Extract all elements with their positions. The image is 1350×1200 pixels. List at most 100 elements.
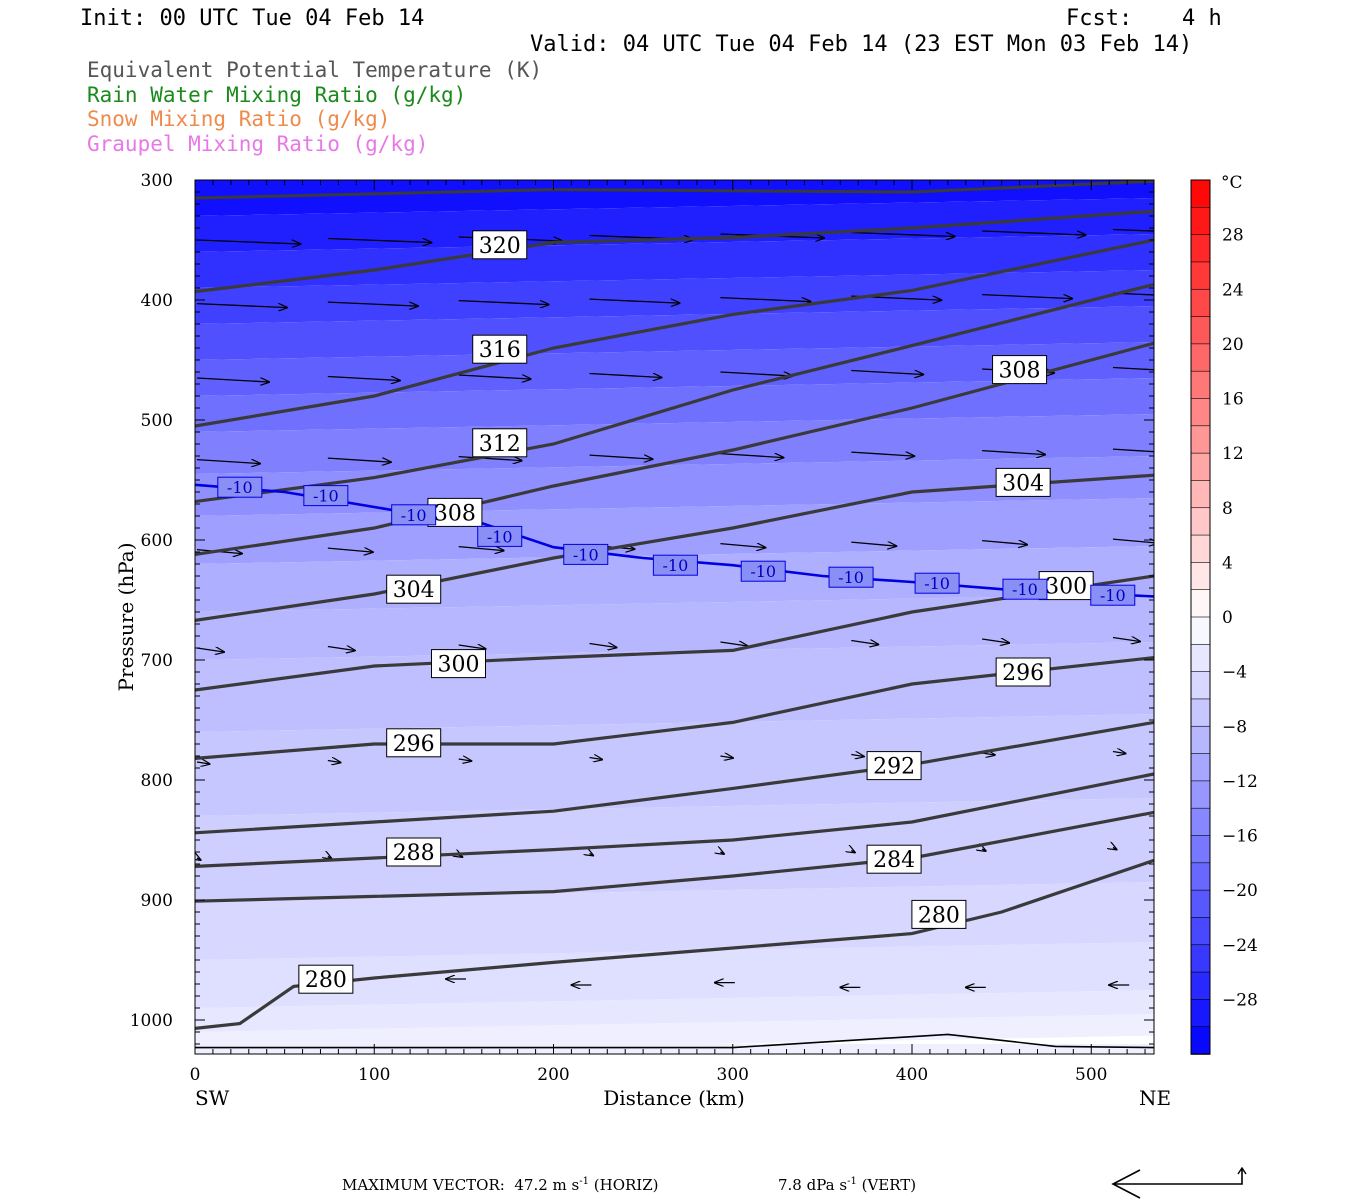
wind-vector [982, 541, 1027, 545]
y-tick-label: 600 [141, 531, 173, 551]
theta-e-label: 300 [1045, 575, 1087, 600]
theta-e-label: 316 [479, 338, 521, 363]
isotherm-label: -10 [750, 562, 776, 581]
theta-e-label: 296 [1002, 661, 1044, 686]
isotherm-label: -10 [401, 506, 427, 525]
wind-vector [720, 371, 792, 376]
theta-e-label-box [1038, 571, 1094, 601]
wind-vector [590, 854, 594, 856]
theta-e-label-box [386, 574, 442, 604]
theta-e-label-box [866, 844, 922, 874]
wind-vector [327, 548, 373, 552]
wind-vector [197, 858, 201, 860]
wind-vector [327, 375, 400, 381]
theta-e-label-box [472, 334, 528, 364]
wind-vector [589, 372, 662, 378]
init-time: Init: 00 UTC Tue 04 Feb 14 [80, 6, 425, 31]
wind-vector [982, 849, 986, 851]
wind-vector [851, 542, 896, 546]
wind-vector [1112, 448, 1154, 453]
y-tick-label: 700 [141, 651, 173, 671]
colorbar-tick-label: 8 [1222, 499, 1233, 519]
wind-vector [196, 377, 269, 382]
temp-band [195, 942, 1154, 1008]
colorbar-frame [1190, 179, 1211, 1055]
theta-e-label: 292 [873, 755, 915, 780]
wind-vector [851, 641, 878, 645]
isotherm-label: -10 [487, 527, 513, 546]
wind-vector [196, 239, 301, 244]
colorbar-tick-label: 20 [1222, 335, 1244, 355]
colorbar-cell [1190, 370, 1211, 400]
y-tick-label: 500 [141, 411, 173, 431]
wind-vector [328, 857, 332, 859]
colorbar-cell [1190, 288, 1211, 318]
colorbar-cell [1190, 780, 1211, 809]
x-tick-label: 0 [190, 1065, 201, 1085]
wind-vector [1112, 638, 1140, 642]
isotherm-label-box [303, 485, 349, 507]
wind-vector [720, 452, 783, 458]
y-tick-label: 900 [141, 891, 173, 911]
wind-vector [458, 547, 504, 551]
wind-vector [196, 302, 287, 308]
temp-band [195, 1014, 1154, 1054]
theta-e-contour-292 [195, 720, 1154, 835]
wind-vector [720, 642, 747, 646]
colorbar-cell [1190, 971, 1211, 1001]
colorbar-cell [1190, 398, 1211, 427]
colorbar-cell [1190, 807, 1211, 837]
x-tick-label: 500 [1075, 1065, 1107, 1085]
isotherm-label-box [914, 572, 960, 594]
colorbar-cell [1190, 425, 1211, 454]
temp-band-surface [195, 1044, 1154, 1054]
forecast-label: Fcst: [1066, 6, 1133, 31]
colorbar-cell [1190, 725, 1211, 755]
theta-e-label-box [298, 964, 354, 994]
colorbar-tick-label: −16 [1222, 827, 1258, 847]
theta-e-label-box [386, 728, 442, 758]
isotherm-label: -10 [663, 556, 689, 575]
wind-vector [458, 645, 486, 649]
colorbar-cell [1190, 261, 1211, 291]
isotherm-label: -10 [573, 545, 599, 564]
colorbar: 28 24 20 16 12 8 4 0 −4 −8 −12 −16 −20 −24 −28 [1190, 179, 1258, 1055]
wind-vector [1112, 292, 1154, 296]
colorbar-tick-label: 28 [1222, 226, 1244, 246]
wind-vector [458, 374, 531, 379]
wind-vector [196, 762, 210, 764]
wind-vector [1112, 752, 1126, 754]
theta-e-contour-280 [195, 858, 1154, 1030]
y-tick-label: 1000 [130, 1011, 173, 1031]
x-tick-label: 300 [717, 1065, 749, 1085]
wind-vector [720, 756, 733, 758]
colorbar-unit: °C [1221, 173, 1243, 193]
wind-vector [1112, 228, 1154, 232]
colorbar-tick-label: 16 [1222, 390, 1244, 410]
wind-vector [458, 759, 472, 761]
isotherm-label: -10 [313, 487, 339, 506]
wind-vector [982, 449, 1045, 455]
colorbar-cell [1190, 616, 1211, 646]
colorbar-tick-label: −20 [1222, 881, 1258, 901]
isotherm-label: -10 [838, 568, 864, 587]
theta-e-label-box [472, 230, 528, 260]
colorbar-tick-label: −8 [1222, 717, 1247, 737]
colorbar-cell [1190, 889, 1211, 919]
theta-e-contour-288 [195, 772, 1154, 868]
theta-e-label: 304 [1002, 471, 1044, 496]
colorbar-cell [1190, 179, 1211, 209]
colorbar-cell [1190, 862, 1211, 891]
x-axis-label: Distance (km) [603, 1086, 745, 1110]
colorbar-cell [1190, 835, 1211, 864]
wind-vector [851, 755, 864, 757]
max-vector-text: MAXIMUM VECTOR: 47.2 m s-1 (HORIZ) [342, 1176, 659, 1194]
isotherm-label-box [1002, 578, 1048, 600]
colorbar-tick-label: 24 [1222, 280, 1244, 300]
colorbar-tick-label: −28 [1222, 990, 1258, 1010]
x-tick-label: 100 [358, 1065, 390, 1085]
theta-e-label-box [472, 428, 528, 458]
y-tick-label: 800 [141, 771, 173, 791]
theta-e-label-box [866, 751, 922, 781]
theta-e-contour-296 [195, 656, 1154, 760]
